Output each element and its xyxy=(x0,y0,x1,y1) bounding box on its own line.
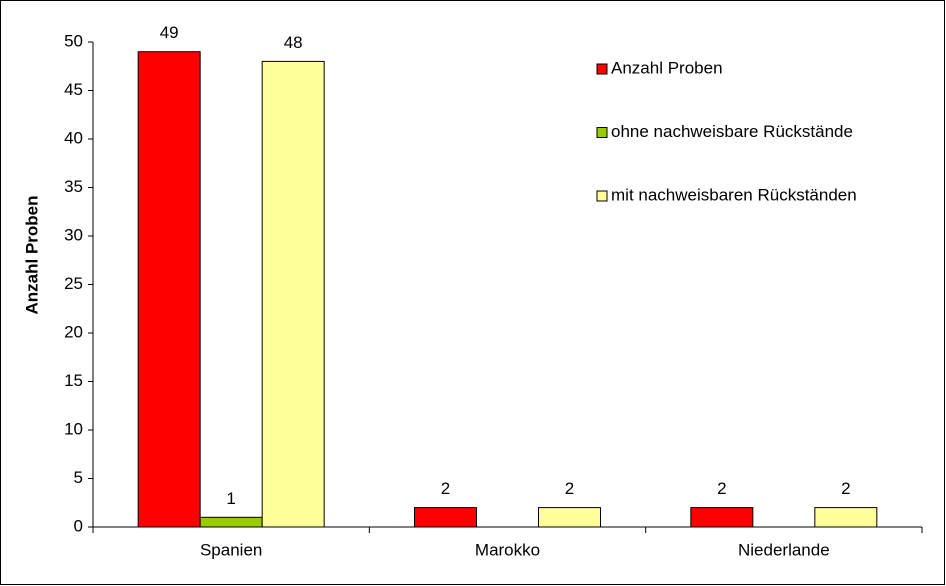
x-tick-label: Marokko xyxy=(475,540,540,559)
value-label: 48 xyxy=(284,33,303,52)
value-label: 2 xyxy=(717,479,726,498)
x-tick-label: Niederlande xyxy=(738,540,830,559)
y-tick-label: 40 xyxy=(64,128,83,147)
y-tick-label: 30 xyxy=(64,225,83,244)
legend-swatch xyxy=(596,127,608,138)
bar xyxy=(137,51,201,528)
y-tick-label: 20 xyxy=(64,322,83,341)
bar xyxy=(814,507,878,528)
y-tick-label: 35 xyxy=(64,177,83,196)
y-tick-label: 50 xyxy=(64,31,83,50)
value-label: 2 xyxy=(565,479,574,498)
legend-label: mit nachweisbaren Rückständen xyxy=(611,185,857,204)
bar xyxy=(199,516,263,528)
bar xyxy=(261,60,325,528)
bar xyxy=(538,507,601,528)
y-tick-label: 45 xyxy=(64,80,83,99)
bar xyxy=(414,507,477,528)
value-label: 49 xyxy=(160,23,179,42)
value-label: 2 xyxy=(441,479,450,498)
legend-swatch xyxy=(596,63,608,75)
legend-swatch xyxy=(596,190,608,202)
y-tick-label: 15 xyxy=(64,371,83,390)
bar xyxy=(690,507,754,528)
legend-label: ohne nachweisbare Rückstände xyxy=(611,122,853,141)
y-tick-label: 10 xyxy=(64,419,83,438)
y-tick-label: 5 xyxy=(74,468,83,487)
legend-label: Anzahl Proben xyxy=(611,58,723,77)
y-axis-label: Anzahl Proben xyxy=(22,195,41,314)
y-tick-label: 0 xyxy=(74,516,83,535)
value-label: 1 xyxy=(226,489,235,508)
x-tick-label: Spanien xyxy=(200,540,262,559)
y-tick-label: 25 xyxy=(64,274,83,293)
value-label: 2 xyxy=(841,479,850,498)
